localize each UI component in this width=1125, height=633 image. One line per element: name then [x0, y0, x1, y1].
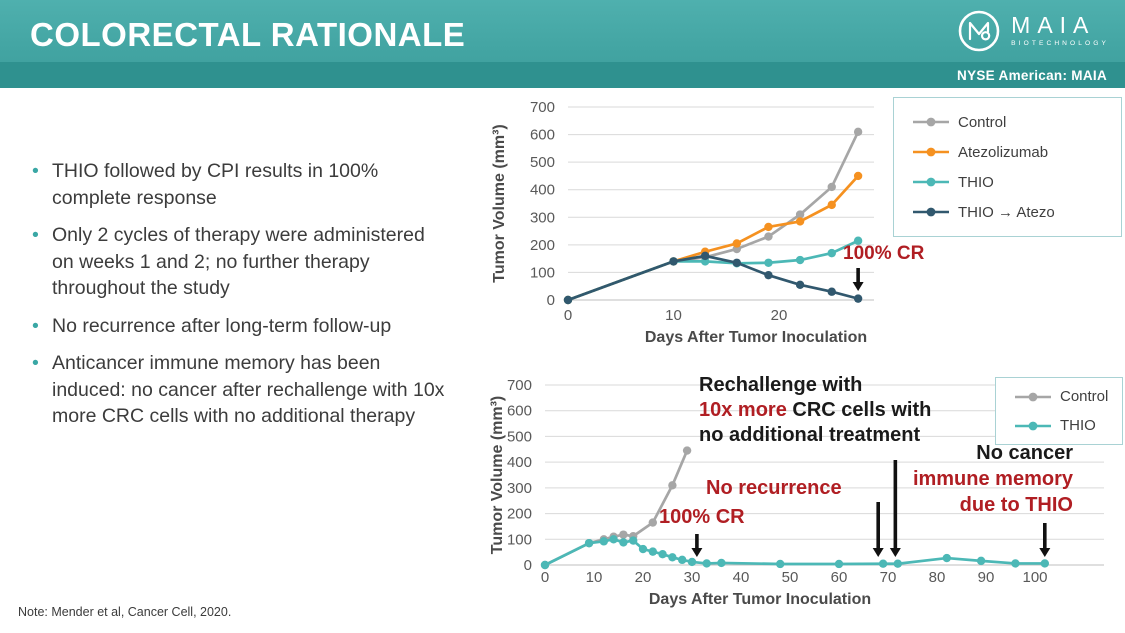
svg-text:20: 20	[771, 307, 788, 324]
bullet-item-2: Only 2 cycles of therapy were administer…	[30, 222, 450, 302]
bot-norec-arrow-icon	[872, 502, 884, 557]
maia-logo-icon	[958, 10, 1000, 52]
legend-item-control: Control	[1014, 382, 1122, 411]
series-thio	[563, 236, 863, 305]
bullet-item-1: THIO followed by CPI results in 100% com…	[30, 158, 450, 211]
top-cr-annotation: 100% CR	[843, 243, 924, 265]
bullet-item-4: Anticancer immune memory has been induce…	[30, 350, 450, 430]
bot-nocancer-annotation: No cancer immune memory due to THIO	[876, 440, 1073, 518]
bot-norec-annotation: No recurrence	[706, 477, 842, 500]
legend-swatch-icon	[913, 207, 949, 217]
svg-text:100: 100	[1022, 569, 1047, 586]
annotation-text: Rechallenge with	[699, 374, 863, 396]
svg-text:0: 0	[564, 307, 572, 324]
legend-swatch-icon	[913, 147, 949, 157]
annotation-text: 100% CR	[843, 243, 925, 264]
bot-cr-annotation: 100% CR	[659, 506, 745, 529]
ticker-band: NYSE American: MAIA	[0, 62, 1125, 88]
legend-item-thio: THIO	[1014, 411, 1122, 440]
svg-text:300: 300	[507, 480, 532, 497]
bot-cr-arrow-icon	[691, 534, 703, 557]
tumor-volume-chart-combo: 0 100 200 300 400 500 600 700 0 10 20 Days After Tu…	[488, 92, 908, 360]
svg-text:600: 600	[507, 403, 532, 420]
legend-label: THIO → Atezo	[958, 203, 1055, 221]
svg-text:700: 700	[530, 99, 555, 116]
svg-text:600: 600	[530, 127, 555, 144]
logo-text: MAIA BIOTECHNOLOGY	[1011, 14, 1109, 48]
legend-swatch-icon	[913, 117, 949, 127]
svg-text:40: 40	[733, 569, 750, 586]
svg-text:400: 400	[530, 182, 555, 199]
top-chart-svg: 0 100 200 300 400 500 600 700 0 10 20 Days After Tu…	[491, 99, 874, 346]
bot-rechal-arrow-icon	[889, 460, 901, 557]
annotation-text: no additional treatment	[699, 424, 921, 446]
tumor-volume-chart-rechallenge: 0 100 200 300 400 500 600 700 0 10 20 30 40 50 60 70 80 9…	[488, 368, 1125, 620]
svg-text:10: 10	[665, 307, 682, 324]
svg-text:100: 100	[530, 264, 555, 281]
svg-text:300: 300	[530, 209, 555, 226]
svg-text:10: 10	[586, 569, 603, 586]
bot-rechal-annotation: Rechallenge with 10x more CRC cells with n…	[699, 373, 931, 448]
annotation-text: 10x more	[699, 399, 787, 421]
annotation-text: due to THIO	[959, 494, 1073, 516]
series-control	[563, 127, 863, 305]
annotation-text: CRC cells with	[786, 399, 932, 421]
annotation-text: No cancer	[976, 442, 1073, 464]
svg-text:500: 500	[530, 154, 555, 171]
y-axis-label: Tumor Volume (mm³)	[491, 124, 508, 283]
series-thio-atezo	[563, 251, 863, 305]
legend-label: Atezolizumab	[958, 143, 1049, 161]
legend-item-thio: THIO	[912, 167, 1121, 197]
svg-text:400: 400	[507, 454, 532, 471]
annotation-text: 100% CR	[659, 506, 745, 528]
annotation-text: immune memory	[912, 468, 1073, 490]
svg-text:0: 0	[547, 292, 555, 309]
bottom-chart-svg: 0 100 200 300 400 500 600 700 0 10 20 30 40 50 60 70 80 9…	[489, 377, 1104, 608]
top-chart-legend: Control Atezolizumab THIO THIO → Atezo	[893, 97, 1122, 237]
company-logo: MAIA BIOTECHNOLOGY	[957, 9, 1109, 53]
x-axis-label: Days After Tumor Inoculation	[649, 591, 871, 608]
series-thio	[540, 535, 1049, 570]
annotation-text: No recurrence	[706, 477, 842, 499]
top-cr-arrow-icon	[852, 268, 864, 291]
svg-text:60: 60	[831, 569, 848, 586]
svg-text:90: 90	[978, 569, 995, 586]
svg-text:200: 200	[507, 506, 532, 523]
logo-brand: MAIA	[1011, 12, 1096, 39]
legend-item-control: Control	[912, 107, 1121, 137]
logo-subtitle: BIOTECHNOLOGY	[1011, 40, 1109, 48]
legend-swatch-icon	[913, 177, 949, 187]
legend-swatch-icon	[1015, 392, 1051, 401]
legend-item-thio-atezo: THIO → Atezo	[912, 197, 1121, 227]
page-title: COLORECTAL RATIONALE	[30, 16, 466, 53]
bottom-chart-legend: Control THIO	[995, 377, 1123, 445]
legend-label: THIO	[958, 173, 994, 191]
bullet-item-3: No recurrence after long-term follow-up	[30, 313, 450, 340]
legend-label: Control	[958, 113, 1007, 131]
bot-nocancer-arrow-icon	[1039, 523, 1051, 557]
svg-text:700: 700	[507, 377, 532, 394]
svg-text:70: 70	[880, 569, 897, 586]
svg-text:0: 0	[524, 557, 532, 574]
svg-text:200: 200	[530, 237, 555, 254]
svg-text:100: 100	[507, 531, 532, 548]
legend-label: THIO	[1060, 417, 1096, 434]
legend-swatch-icon	[1015, 421, 1051, 430]
axes: 0 100 200 300 400 500 600 700 0 10 20	[530, 99, 874, 324]
svg-text:500: 500	[507, 428, 532, 445]
ticker-text: NYSE American: MAIA	[957, 67, 1107, 83]
svg-text:80: 80	[929, 569, 946, 586]
legend-item-atezolizumab: Atezolizumab	[912, 137, 1121, 167]
svg-text:20: 20	[635, 569, 652, 586]
x-axis-label: Days After Tumor Inoculation	[645, 329, 867, 346]
source-note: Note: Mender et al, Cancer Cell, 2020.	[18, 605, 232, 619]
bullet-list: THIO followed by CPI results in 100% com…	[30, 158, 450, 441]
svg-text:0: 0	[541, 569, 549, 586]
y-axis-label: Tumor Volume (mm³)	[489, 396, 506, 555]
svg-text:30: 30	[684, 569, 701, 586]
legend-label: Control	[1060, 388, 1109, 405]
svg-text:50: 50	[782, 569, 799, 586]
header-bar: COLORECTAL RATIONALE MAIA BIOTECHNOLOGY …	[0, 0, 1125, 88]
